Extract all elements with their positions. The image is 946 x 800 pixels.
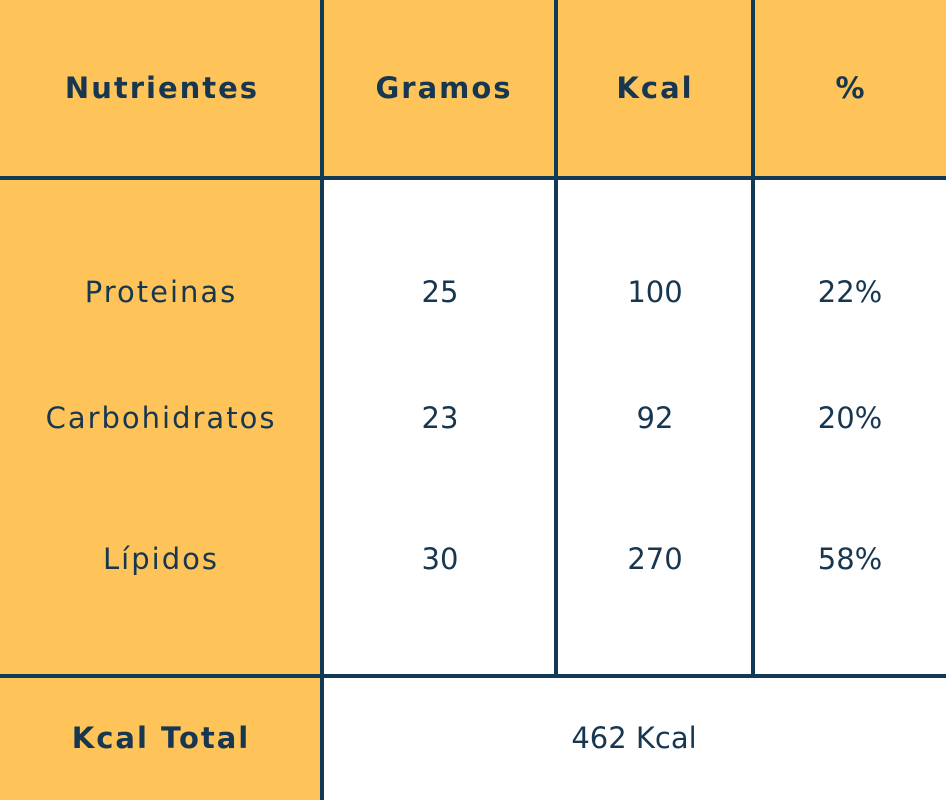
column-border <box>320 0 324 800</box>
header-cell: Gramos <box>375 71 513 105</box>
row-border <box>0 674 946 678</box>
footer-label: Kcal Total <box>71 721 251 755</box>
header-cell: Kcal <box>616 71 694 105</box>
footer-value: 462 Kcal <box>571 721 697 755</box>
cell: 25 <box>421 275 459 309</box>
cell: 100 <box>627 275 683 309</box>
cell: 23 <box>421 401 459 435</box>
first-column-background <box>0 178 322 800</box>
cell: 22% <box>817 275 883 309</box>
cell: 20% <box>817 401 883 435</box>
column-border <box>554 0 558 676</box>
cell: 92 <box>636 401 674 435</box>
column-border <box>751 0 755 676</box>
cell: 58% <box>817 542 883 576</box>
cell: 270 <box>627 542 683 576</box>
row-label: Proteinas <box>84 275 238 309</box>
cell: 30 <box>421 542 459 576</box>
header-cell: % <box>835 71 867 105</box>
row-label: Carbohidratos <box>45 401 277 435</box>
header-background <box>0 0 946 178</box>
header-cell: Nutrientes <box>64 71 260 105</box>
row-label: Lípidos <box>103 542 219 576</box>
row-border <box>0 176 946 180</box>
